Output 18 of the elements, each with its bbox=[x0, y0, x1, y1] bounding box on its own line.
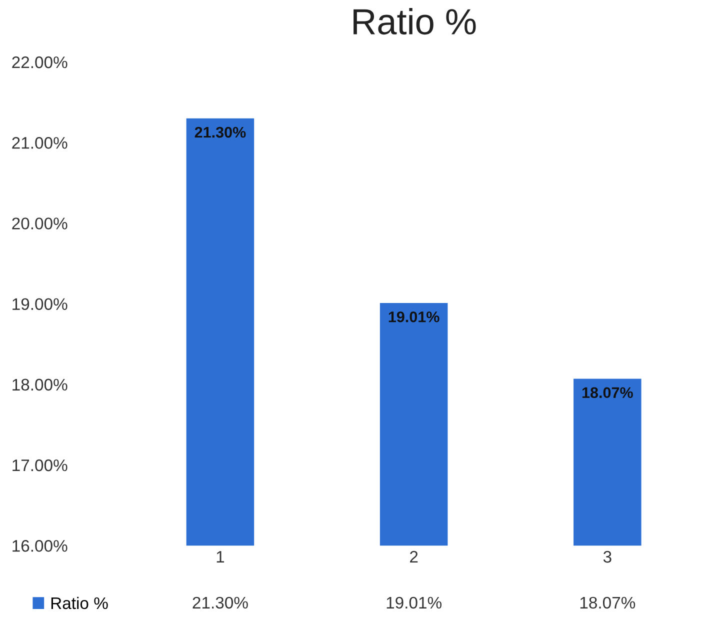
y-tick-label: 16.00% bbox=[12, 540, 68, 552]
legend-label: Ratio % bbox=[51, 596, 108, 610]
y-tick-label: 20.00% bbox=[12, 218, 68, 230]
text: 19.01% bbox=[386, 596, 442, 609]
chart-title: Ratio % bbox=[354, 8, 476, 35]
y-tick-label: 19.00% bbox=[12, 298, 68, 310]
text: 18.07% bbox=[582, 387, 633, 398]
x-tick-label: 3 bbox=[603, 550, 612, 563]
y-tick-label: 22.00% bbox=[12, 56, 68, 68]
text: 18.07% bbox=[580, 596, 636, 609]
y-tick-label: 21.00% bbox=[12, 137, 68, 149]
y-tick-label: 17.00% bbox=[12, 459, 68, 472]
x-tick-label: 1 bbox=[216, 551, 224, 563]
text: 21.30% bbox=[192, 596, 248, 609]
x-tick-label: 2 bbox=[410, 550, 418, 563]
text: 21.30% bbox=[194, 126, 246, 138]
text: 19.01% bbox=[388, 311, 440, 322]
y-tick-label: 18.00% bbox=[12, 378, 68, 391]
